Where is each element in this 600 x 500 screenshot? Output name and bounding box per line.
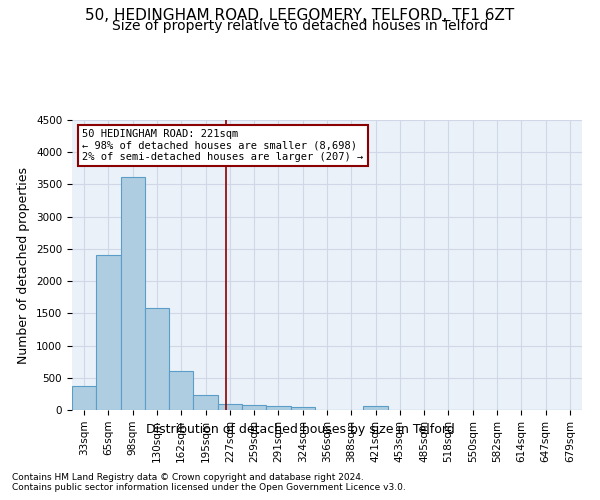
Bar [121, 176, 145, 410]
Text: 50, HEDINGHAM ROAD, LEEGOMERY, TELFORD, TF1 6ZT: 50, HEDINGHAM ROAD, LEEGOMERY, TELFORD, … [85, 8, 515, 22]
Text: 50 HEDINGHAM ROAD: 221sqm
← 98% of detached houses are smaller (8,698)
2% of sem: 50 HEDINGHAM ROAD: 221sqm ← 98% of detac… [82, 128, 364, 162]
Bar [96, 256, 121, 410]
Bar [290, 408, 315, 410]
Text: Contains public sector information licensed under the Open Government Licence v3: Contains public sector information licen… [12, 484, 406, 492]
Bar [266, 406, 290, 410]
Bar [218, 404, 242, 410]
Text: Size of property relative to detached houses in Telford: Size of property relative to detached ho… [112, 19, 488, 33]
Bar [242, 405, 266, 410]
Text: Contains HM Land Registry data © Crown copyright and database right 2024.: Contains HM Land Registry data © Crown c… [12, 474, 364, 482]
Text: Distribution of detached houses by size in Telford: Distribution of detached houses by size … [146, 422, 454, 436]
Bar [364, 406, 388, 410]
Bar [193, 394, 218, 410]
Bar [169, 372, 193, 410]
Y-axis label: Number of detached properties: Number of detached properties [17, 166, 31, 364]
Bar [145, 308, 169, 410]
Bar [72, 386, 96, 410]
